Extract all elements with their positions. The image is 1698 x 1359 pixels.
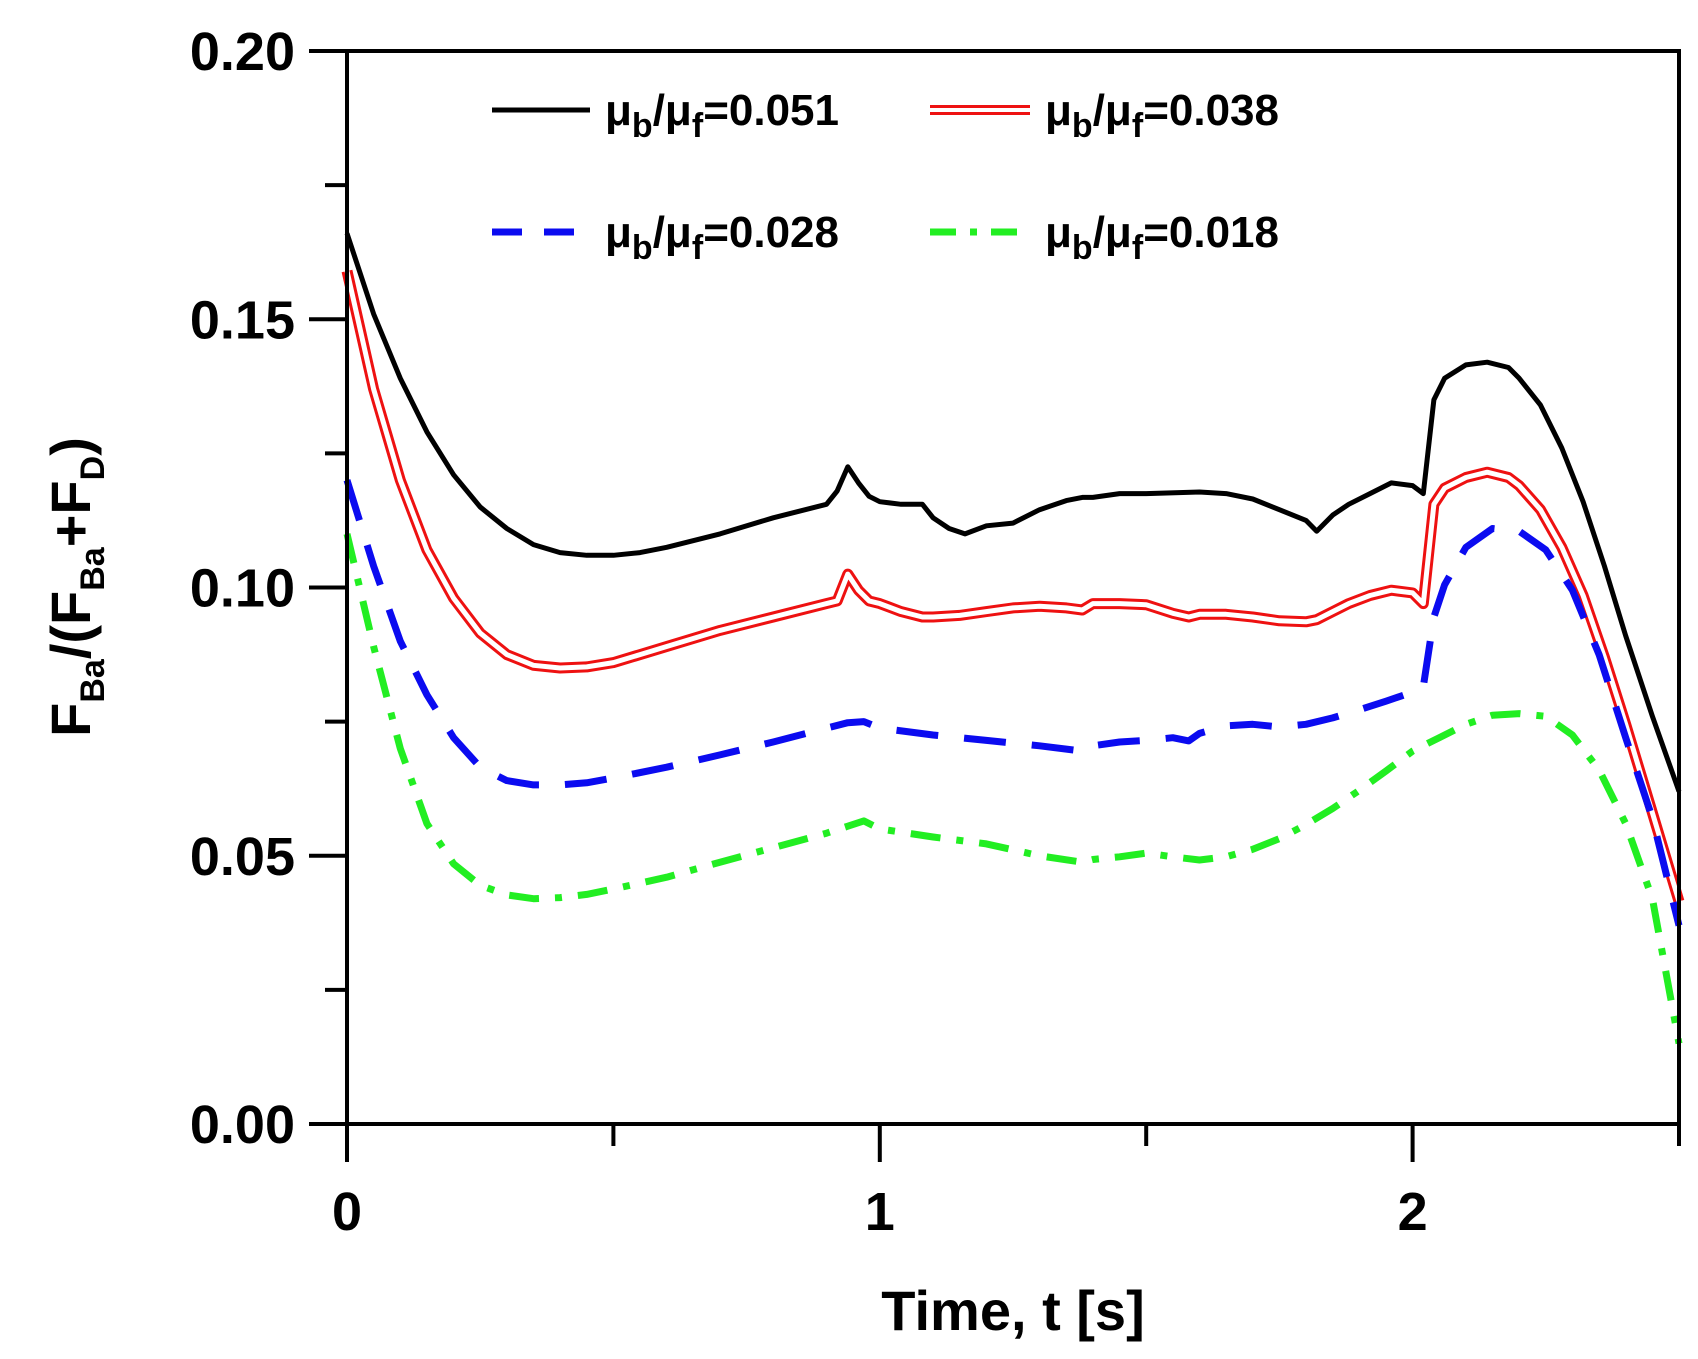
y-tick-label: 0.15 [190,290,295,350]
series-line-0 [344,232,1682,793]
svg-text:μb/μf=0.018: μb/μf=0.018 [1045,208,1279,267]
y-tick-label: 0.05 [190,827,295,887]
series-line-2 [343,479,1683,927]
x-tick-label: 1 [865,1182,895,1242]
svg-text:μb/μf=0.038: μb/μf=0.038 [1045,86,1279,145]
x-tick-label: 0 [332,1182,362,1242]
x-tick-label: 2 [1398,1182,1428,1242]
legend: μb/μf=0.051 μb/μf=0.038 μb/μf=0.028 μb/μ… [492,86,1279,267]
legend-item-0051: μb/μf=0.051 [492,86,839,145]
ticks-layer: 0.00 0.05 0.10 0.15 0.20 0 1 2 [190,22,1681,1242]
series-line-3 [343,533,1683,1045]
series-layer [341,232,1685,1045]
legend-item-0038: μb/μf=0.038 [930,86,1279,145]
y-tick-label: 0.00 [190,1095,295,1155]
y-tick-label: 0.10 [190,559,295,619]
svg-text:μb/μf=0.028: μb/μf=0.028 [605,208,839,267]
legend-item-0018: μb/μf=0.018 [930,208,1279,267]
svg-text:μb/μf=0.051: μb/μf=0.051 [605,86,839,145]
plot-frame [345,49,1681,1126]
y-tick-label: 0.20 [190,22,295,82]
y-axis-title: FBa/(FBa+FD) [39,437,112,737]
legend-item-0028: μb/μf=0.028 [492,208,839,267]
series-line-1-inner [344,270,1682,903]
x-axis-title: Time, t [s] [881,1279,1144,1342]
